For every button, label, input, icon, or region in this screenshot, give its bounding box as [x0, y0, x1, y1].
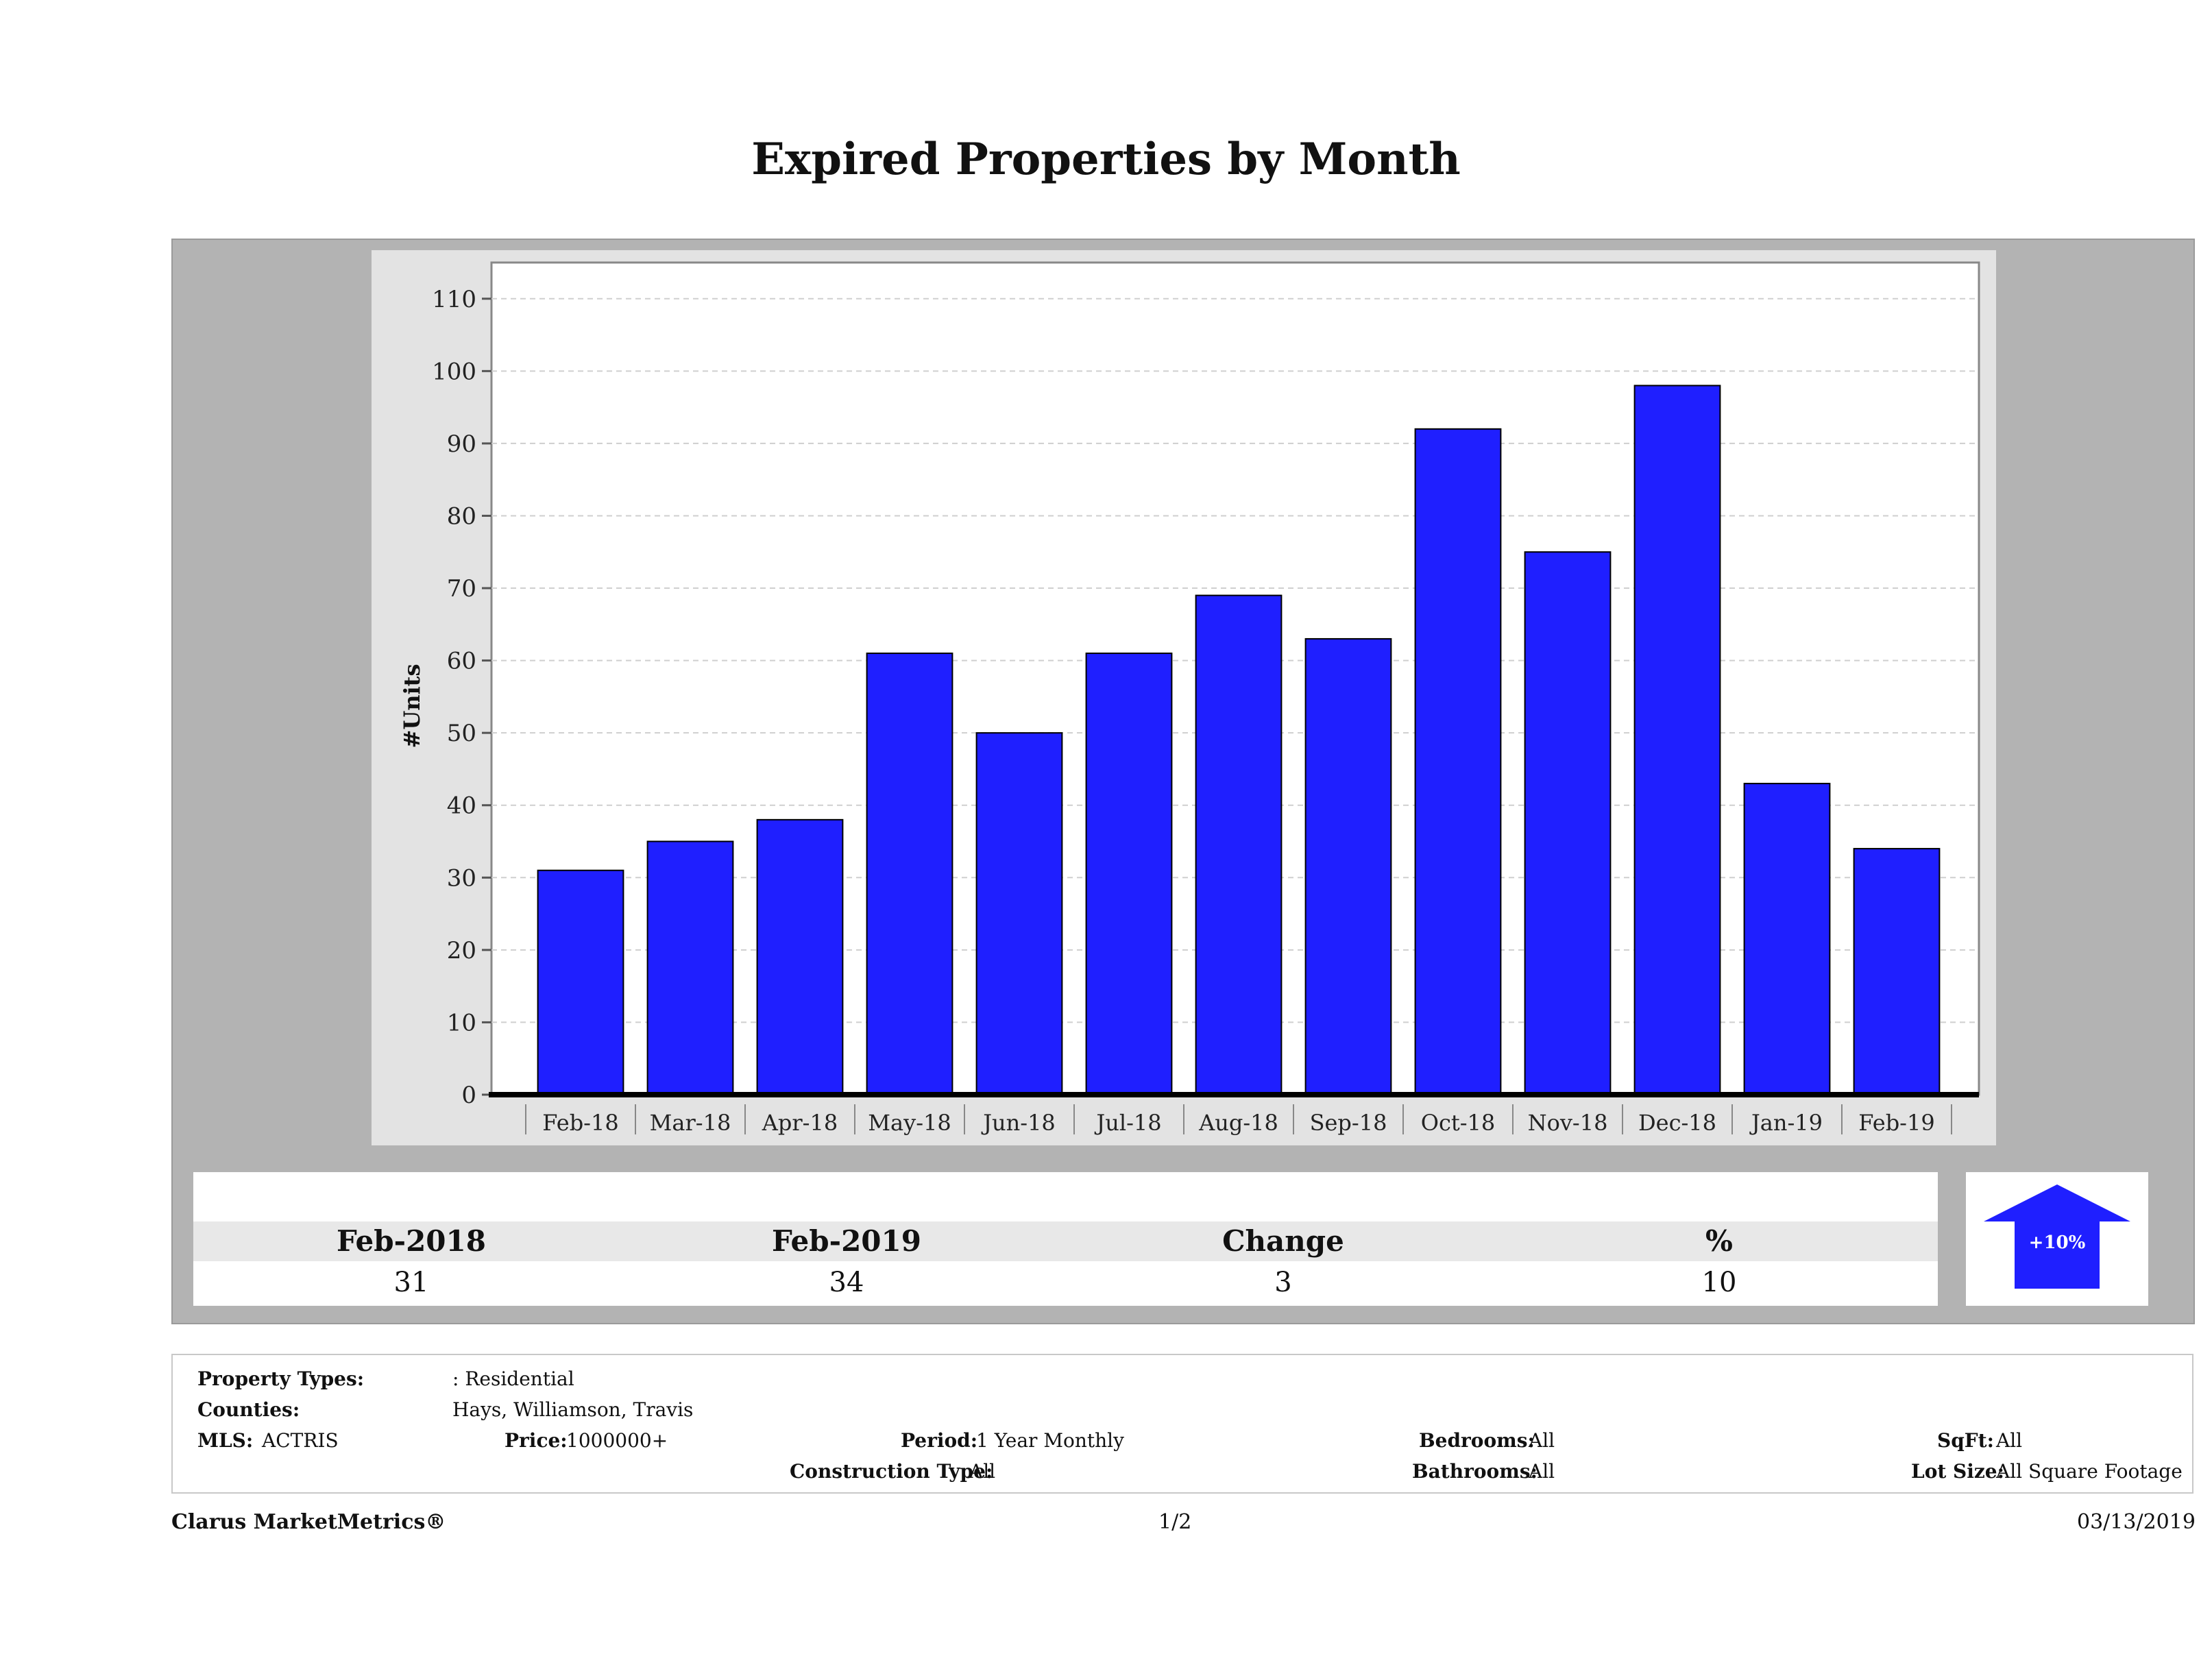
y-tick-label: 100: [432, 358, 476, 385]
y-tick-label: 90: [447, 430, 476, 458]
sqft-value: All: [1996, 1429, 2023, 1452]
y-tick-label: 10: [447, 1009, 476, 1036]
property-types-label: Property Types:: [197, 1367, 365, 1390]
construction-label: Construction Type:: [790, 1460, 993, 1483]
x-tick-label: Jul-18: [1094, 1110, 1161, 1136]
x-tick-label: May-18: [868, 1110, 951, 1136]
period-label: Period:: [901, 1429, 978, 1452]
y-tick-label: 80: [447, 502, 476, 530]
bar: [1743, 783, 1831, 1095]
y-tick-label: 30: [447, 864, 476, 892]
x-tick-label: Feb-18: [542, 1110, 618, 1136]
stats-table: Feb-2018 Feb-2019 Change % 31 34 3 10: [193, 1172, 1938, 1306]
bar: [646, 840, 734, 1095]
criteria-box: Property Types: : Residential Counties: …: [171, 1354, 2193, 1494]
footer-brand: Clarus MarketMetrics®: [171, 1510, 446, 1534]
y-tick-label: 40: [447, 792, 476, 820]
bar: [1633, 385, 1721, 1096]
mls-value: ACTRIS: [262, 1429, 339, 1452]
period-value: 1 Year Monthly: [976, 1429, 1124, 1452]
counties-value: Hays, Williamson, Travis: [452, 1398, 694, 1421]
bathrooms-label: Bathrooms:: [1412, 1460, 1538, 1483]
bar: [1304, 637, 1392, 1095]
x-tick-label: Oct-18: [1421, 1110, 1496, 1136]
x-tick-label: Aug-18: [1198, 1110, 1278, 1136]
stats-header-change: Change: [1222, 1224, 1344, 1258]
bar: [756, 818, 844, 1095]
lot-size-value: All Square Footage: [1996, 1460, 2183, 1483]
up-arrow-icon: [1984, 1184, 2130, 1289]
chart-frame: 0 10 20 30 40 50 60 70 80 90 100 110 #Units Feb-18 Mar…: [372, 250, 1996, 1145]
sqft-label: SqFt:: [1937, 1429, 1994, 1452]
footer-page-number: 1/2: [1158, 1510, 1192, 1534]
change-badge: +10%: [1966, 1172, 2148, 1306]
x-tick-label: Sep-18: [1310, 1110, 1387, 1136]
stats-value-percent: 10: [1701, 1267, 1737, 1298]
bar-chart: 0 10 20 30 40 50 60 70 80 90 100 110 #Units Feb-18 Mar…: [399, 261, 1980, 1136]
stats-value-prev: 31: [393, 1267, 429, 1298]
y-tick-label: 110: [432, 286, 476, 313]
bathrooms-value: All: [1529, 1460, 1555, 1483]
price-value: 1000000+: [566, 1429, 668, 1452]
x-tick-label: Feb-19: [1858, 1110, 1934, 1136]
bar: [1414, 428, 1502, 1095]
y-tick-label: 0: [461, 1082, 476, 1109]
y-tick-label: 50: [447, 720, 476, 747]
bar: [1085, 653, 1173, 1095]
lot-size-label: Lot Size:: [1911, 1460, 2004, 1483]
stats-header-band: [193, 1221, 1938, 1261]
stats-value-change: 3: [1274, 1267, 1292, 1298]
stats-header-curr: Feb-2019: [772, 1224, 921, 1258]
bar: [866, 653, 953, 1095]
change-badge-label: +10%: [2028, 1232, 2086, 1253]
x-tick-label: Nov-18: [1528, 1110, 1608, 1136]
stats-header-prev: Feb-2018: [337, 1224, 486, 1258]
bedrooms-label: Bedrooms:: [1419, 1429, 1535, 1452]
x-tick-label: Jan-19: [1749, 1110, 1823, 1136]
footer-date: 03/13/2019: [2077, 1510, 2196, 1534]
mls-label: MLS:: [197, 1429, 254, 1452]
construction-value: All: [969, 1460, 996, 1483]
stats-header-percent: %: [1705, 1224, 1733, 1258]
bar: [975, 732, 1063, 1095]
bar: [1524, 551, 1612, 1095]
x-tick-label: Apr-18: [762, 1110, 838, 1136]
stats-value-curr: 34: [829, 1267, 864, 1298]
y-tick-label: 70: [447, 575, 476, 603]
x-tick-label: Dec-18: [1638, 1110, 1716, 1136]
bar: [1195, 594, 1283, 1096]
y-tick-label: 20: [447, 937, 476, 964]
bar: [1853, 848, 1941, 1095]
bedrooms-value: All: [1529, 1429, 1555, 1452]
y-tick-label: 60: [447, 648, 476, 675]
y-axis-label: #Units: [399, 664, 425, 749]
x-tick-label: Jun-18: [981, 1110, 1056, 1136]
x-tick-label: Mar-18: [650, 1110, 731, 1136]
price-label: Price:: [505, 1429, 568, 1452]
bar: [537, 869, 624, 1095]
property-types-value: : Residential: [452, 1367, 574, 1390]
counties-label: Counties:: [197, 1398, 300, 1421]
page-title: Expired Properties by Month: [751, 134, 1461, 185]
